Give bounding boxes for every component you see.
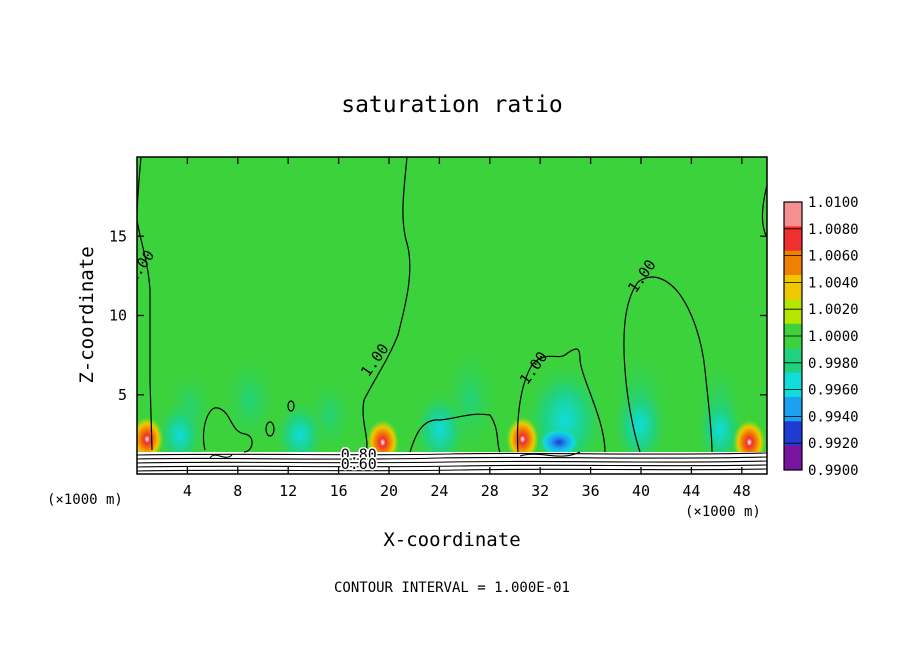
contour-tall-column xyxy=(362,157,411,453)
surface-contours xyxy=(137,451,767,472)
x-tick-label: 48 xyxy=(733,482,751,500)
colorbar-swatch xyxy=(784,372,802,398)
contour-small-loop xyxy=(265,421,275,437)
chart-title: saturation ratio xyxy=(341,92,563,118)
x-unit-right: (×1000 m) xyxy=(685,504,761,520)
colorbar-label: 0.9920 xyxy=(808,436,859,452)
x-axis-label: X-coordinate xyxy=(383,529,520,551)
x-tick-label: 32 xyxy=(531,482,549,500)
colorbar-swatch xyxy=(784,396,802,422)
low-saturation-spot xyxy=(539,428,580,457)
colorbar: 1.0100 1.0080 1.0060 1.0040 1.0020 1.0000 0.99… xyxy=(783,195,859,479)
colorbar-label: 1.0080 xyxy=(808,222,859,238)
colorbar-label: 1.0020 xyxy=(808,302,859,318)
contour-blob xyxy=(202,407,253,453)
contour-right-edge xyxy=(761,184,767,238)
contour-left xyxy=(137,157,153,451)
y-tick-label: 15 xyxy=(109,227,127,245)
x-tick-label: 20 xyxy=(380,482,398,500)
x-tick-label: 28 xyxy=(481,482,499,500)
cyan-plume xyxy=(696,390,744,470)
colorbar-swatch xyxy=(784,445,802,471)
contour-small-loop xyxy=(287,400,295,412)
contour-label: 0.80 xyxy=(341,446,377,464)
contour-center-cell xyxy=(409,413,501,453)
contour-interval-text: CONTOUR INTERVAL = 1.000E-01 xyxy=(334,580,570,596)
cyan-plume xyxy=(612,380,668,470)
high-saturation-spot xyxy=(506,417,539,462)
plot-area: 1.001.00 1.001.000.800.60 xyxy=(137,157,767,474)
colorbar-swatch xyxy=(784,275,802,300)
contour-tower xyxy=(516,348,606,453)
colorbar-swatch xyxy=(784,348,802,374)
x-tick-label: 16 xyxy=(330,482,348,500)
high-saturation-spot xyxy=(137,417,164,462)
colorbar-label: 1.0040 xyxy=(808,275,859,291)
x-tick-label: 4 xyxy=(183,482,192,500)
x-tick-label: 24 xyxy=(430,482,448,500)
colorbar-label: 1.0100 xyxy=(808,195,859,211)
x-tick-label: 44 xyxy=(682,482,700,500)
x-tick-label: 12 xyxy=(279,482,297,500)
colorbar-label: 1.0000 xyxy=(808,329,859,345)
x-tick-label: 36 xyxy=(582,482,600,500)
colorbar-label: 0.9980 xyxy=(808,356,859,372)
colorbar-label: 0.9900 xyxy=(808,463,859,479)
contour-label: 0.60 xyxy=(341,455,377,473)
colorbar-label: 0.9960 xyxy=(808,383,859,399)
colorbar-label: 0.9940 xyxy=(808,409,859,425)
colorbar-label: 1.0060 xyxy=(808,249,859,265)
colorbar-swatch xyxy=(784,299,802,325)
contour-lines xyxy=(137,157,767,453)
x-unit-left: (×1000 m) xyxy=(47,492,123,508)
colorbar-swatch xyxy=(784,250,802,276)
y-tick-label: 5 xyxy=(118,386,127,404)
colorbar-swatch xyxy=(784,202,802,227)
contour-loop xyxy=(623,276,713,453)
cyan-plume xyxy=(412,390,468,470)
x-tick-label: 40 xyxy=(632,482,650,500)
y-axis-label: Z-coordinate xyxy=(76,246,98,383)
x-tick-label: 8 xyxy=(233,482,242,500)
faint-plume xyxy=(220,350,280,450)
y-tick-label: 10 xyxy=(109,307,127,325)
colorbar-swatch xyxy=(784,226,802,252)
colorbar-swatch xyxy=(784,421,802,447)
